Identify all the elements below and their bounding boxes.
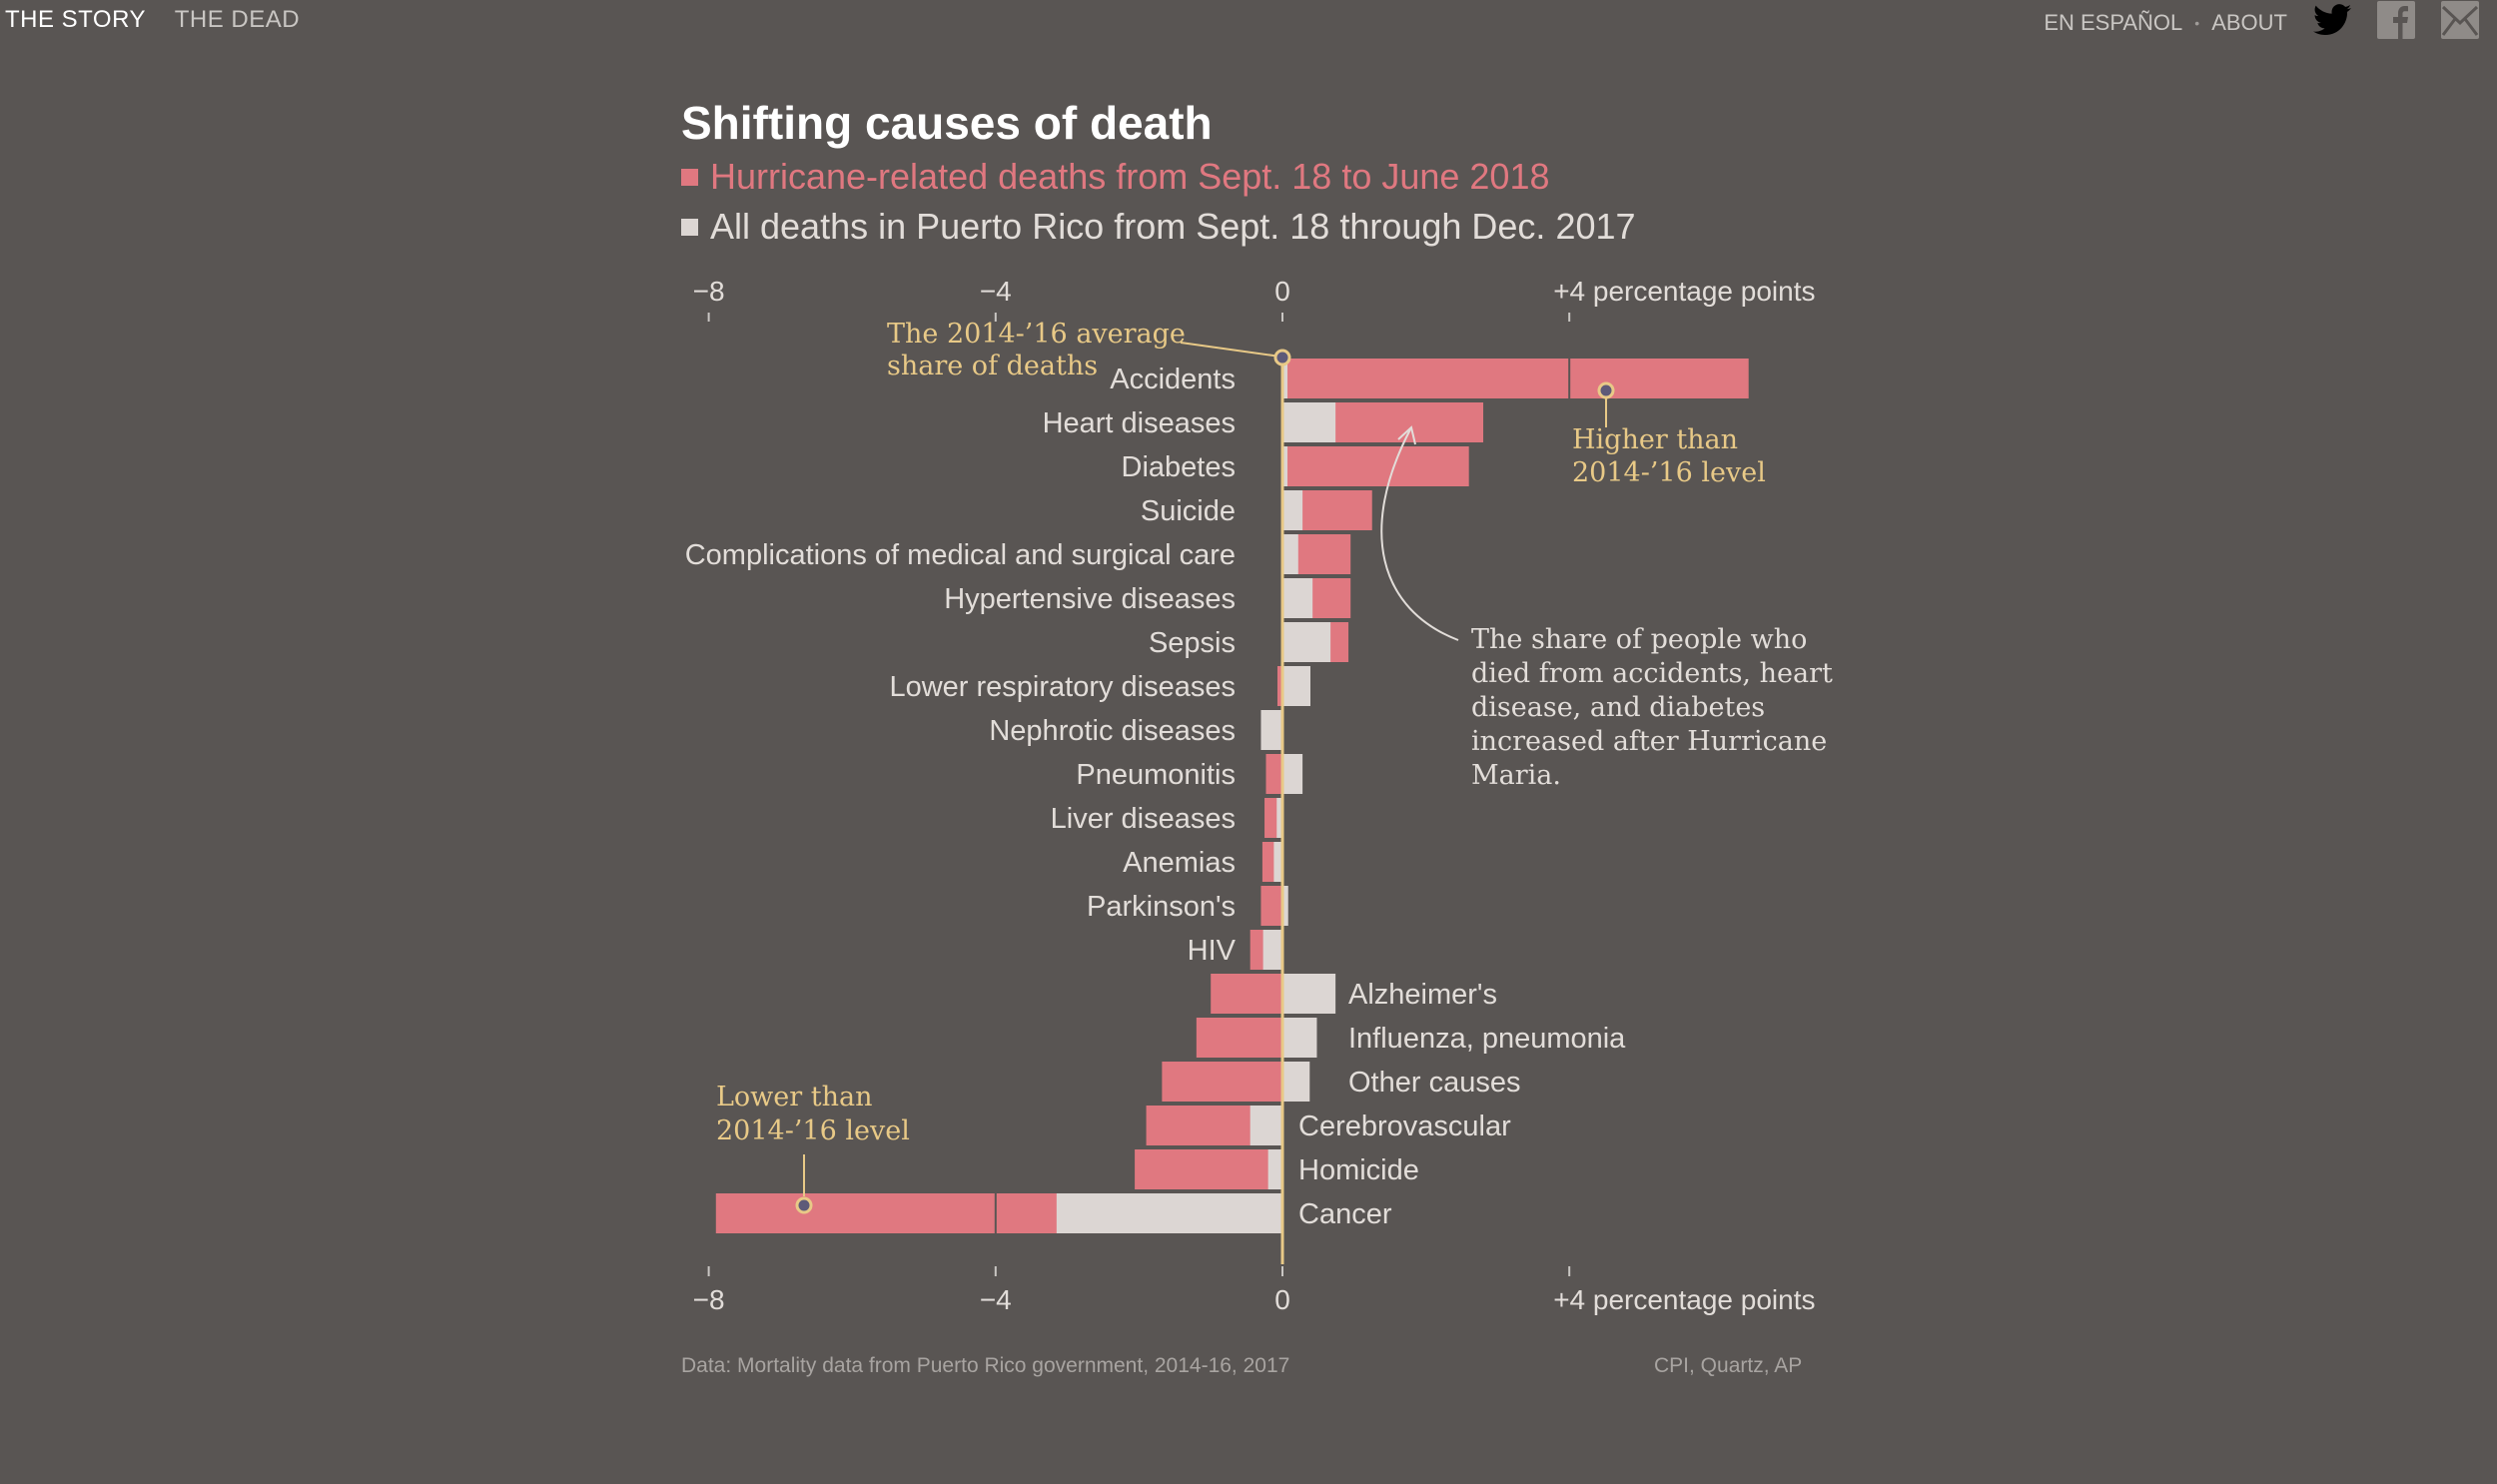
top-nav: THE STORY THE DEAD [5,6,322,34]
category-label: Other causes [1348,1067,1520,1099]
baseline-annotation-text: The 2014-’16 average [887,319,1186,350]
category-label: Suicide [1141,495,1236,527]
mail-icon[interactable] [2441,1,2479,45]
bar-all-deaths [1282,446,1288,486]
top-right-nav: EN ESPAÑOL • ABOUT [2044,1,2479,45]
x-tick-label-top: −4 [980,276,1012,307]
twitter-icon[interactable] [2313,4,2351,42]
note-arrow [1380,428,1459,641]
category-label: Anemias [1123,847,1236,879]
x-axis-bottom: −8 −4 0 +4 percentage points [693,1266,1816,1315]
bar-all-deaths [1282,754,1303,794]
x-axis-top: −8 −4 0 +4 percentage points [693,276,1816,322]
nav-separator: • [2194,15,2200,31]
source-note: Data: Mortality data from Puerto Rico go… [681,1354,1290,1377]
legend-swatch-all-deaths [681,218,698,236]
note-arrowhead-icon [1397,425,1416,445]
legend-item-hurricane: Hurricane-related deaths from Sept. 18 t… [681,156,1550,198]
nav-the-story[interactable]: THE STORY [5,6,146,33]
higher-annotation-text: Higher than [1572,424,1738,455]
bar-all-deaths [1260,710,1282,750]
bar-all-deaths [1282,534,1298,574]
x-tick-label-bottom: −4 [980,1284,1012,1315]
baseline-annotation-text: share of deaths [887,351,1098,381]
note-annotation-text: The share of people who [1471,624,1807,655]
x-tick-label-bottom: −8 [693,1284,725,1315]
chart-title: Shifting causes of death [681,97,1213,149]
x-tick-label-bottom: +4 percentage points [1553,1284,1815,1315]
category-label: Accidents [1110,364,1236,395]
legend-label-hurricane: Hurricane-related deaths from Sept. 18 t… [710,156,1550,197]
bar-hurricane [1282,359,1749,398]
bar-all-deaths [1282,1018,1317,1058]
bar-all-deaths [1276,798,1282,838]
lower-annotation-text: Lower than [716,1082,873,1113]
category-label: Diabetes [1122,451,1236,483]
category-label: Heart diseases [1043,407,1236,439]
bar-all-deaths [1267,1149,1282,1189]
note-annotation-text: Maria. [1471,760,1561,791]
category-label: Nephrotic diseases [989,715,1236,747]
bar-all-deaths [1282,886,1288,926]
bar-all-deaths [1282,622,1331,662]
bar-all-deaths [1262,930,1282,970]
note-annotation-text: disease, and diabetes [1471,692,1765,723]
bar-all-deaths [1282,402,1336,442]
bar-hurricane [1260,886,1282,926]
legend-swatch-hurricane [681,168,698,186]
category-label: Homicide [1298,1154,1419,1186]
nav-about[interactable]: ABOUT [2211,10,2287,35]
category-label: Alzheimer's [1348,979,1497,1011]
category-label: Cancer [1298,1198,1392,1230]
lower-marker [795,1196,813,1214]
x-tick-label-top: +4 percentage points [1553,276,1815,307]
bar-all-deaths [1282,974,1336,1014]
category-label: HIV [1188,935,1237,967]
legend-item-all-deaths: All deaths in Puerto Rico from Sept. 18 … [681,206,1636,248]
bar-hurricane [1265,754,1282,794]
bar-all-deaths [1282,359,1288,398]
note-annotation-text: increased after Hurricane [1471,726,1827,757]
baseline-annotation-leader [1180,342,1281,358]
category-label: Pneumonitis [1076,759,1236,791]
category-label: Sepsis [1149,627,1236,659]
facebook-icon[interactable] [2377,1,2415,45]
x-tick-label-top: 0 [1274,276,1290,307]
lower-annotation-text: 2014-’16 level [716,1115,910,1146]
credit-note: CPI, Quartz, AP [1654,1354,1803,1377]
bar-hurricane [1276,666,1282,706]
baseline-marker [1273,349,1291,367]
bar-hurricane [1135,1149,1282,1189]
bar-hurricane [1282,446,1469,486]
bar-hurricane [1196,1018,1282,1058]
category-label: Liver diseases [1051,803,1236,835]
higher-marker [1597,381,1615,399]
bar-all-deaths [1282,1062,1310,1102]
category-label: Complications of medical and surgical ca… [685,539,1236,571]
bar-all-deaths [1056,1193,1282,1233]
bar-all-deaths [1273,842,1282,882]
x-tick-label-top: −8 [693,276,725,307]
bar-all-deaths [1282,578,1313,618]
bar-all-deaths [1282,666,1311,706]
bar-all-deaths [1282,490,1303,530]
legend-label-all-deaths: All deaths in Puerto Rico from Sept. 18 … [710,206,1636,247]
x-tick-label-bottom: 0 [1274,1284,1290,1315]
higher-annotation-text: 2014-’16 level [1572,457,1766,488]
note-annotation-text: died from accidents, heart [1471,658,1833,689]
bar-hurricane [1211,974,1282,1014]
category-label: Lower respiratory diseases [889,671,1236,703]
nav-en-espanol[interactable]: EN ESPAÑOL [2044,10,2183,35]
category-label: Hypertensive diseases [944,583,1236,615]
nav-the-dead[interactable]: THE DEAD [174,6,301,33]
category-label: Influenza, pneumonia [1348,1023,1626,1055]
bar-all-deaths [1249,1106,1282,1145]
bar-hurricane [1162,1062,1282,1102]
category-label: Parkinson's [1087,891,1236,923]
category-label: Cerebrovascular [1298,1111,1511,1142]
category-labels: Accidents Heart diseases Diabetes Suicide Co… [685,364,1626,1230]
